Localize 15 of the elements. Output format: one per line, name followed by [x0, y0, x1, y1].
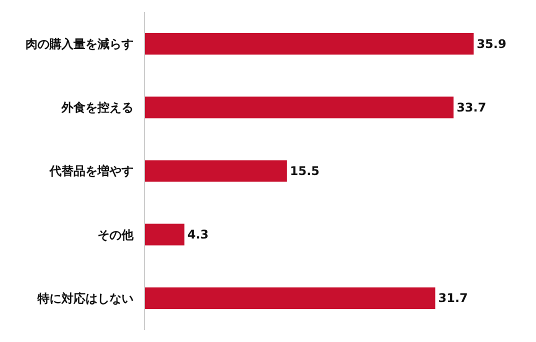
- data-label: 4.3: [187, 228, 209, 242]
- y-tick-label: その他: [98, 228, 135, 242]
- bar: [145, 96, 454, 118]
- bar: [145, 160, 287, 182]
- data-label: 15.5: [290, 164, 320, 178]
- data-label: 35.9: [476, 36, 506, 51]
- bar: [145, 287, 436, 310]
- bar: [145, 224, 184, 246]
- y-tick-label: 代替品を増やす: [48, 164, 134, 178]
- y-tick-label: 特に対応はしない: [36, 291, 134, 306]
- y-tick-label: 外食を控える: [60, 100, 134, 115]
- data-label: 31.7: [438, 291, 468, 306]
- bar: [145, 32, 474, 55]
- y-tick-label: 肉の購入量を減らす: [26, 37, 134, 51]
- data-label: 33.7: [456, 100, 486, 114]
